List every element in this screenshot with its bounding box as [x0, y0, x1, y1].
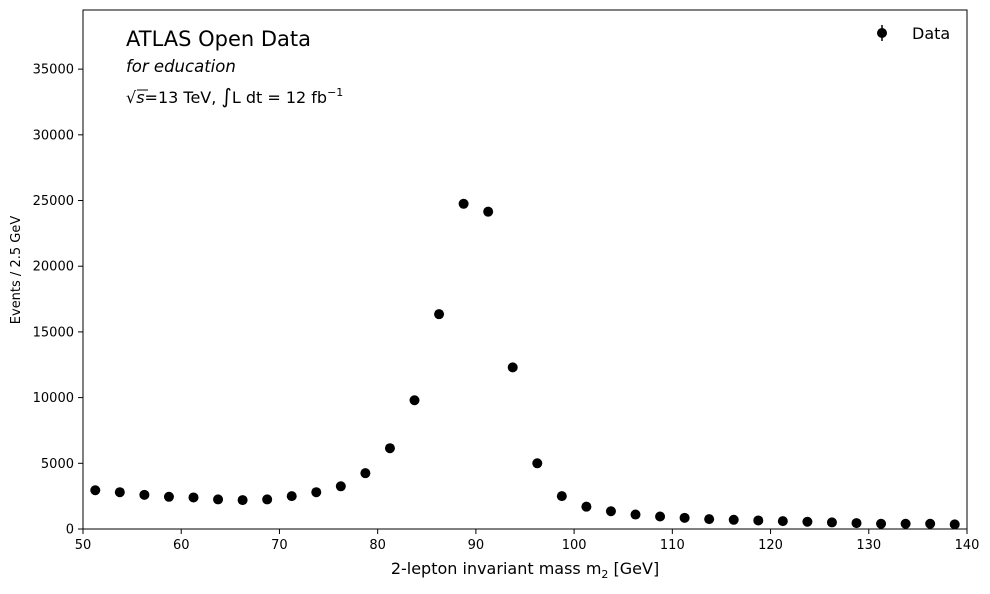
data-point: [900, 518, 911, 529]
data-point: [311, 487, 322, 498]
data-point: [114, 487, 125, 498]
y-tick-label: 25000: [33, 194, 74, 209]
s-symbol: s: [136, 88, 144, 107]
svg-text:√s=13 TeV, ∫L dt = 12 fb−1: √s=13 TeV, ∫L dt = 12 fb−1: [126, 84, 343, 108]
x-tick-label: 130: [856, 538, 881, 553]
data-point: [139, 489, 150, 500]
data-point: [384, 443, 395, 454]
data-point: [90, 485, 101, 496]
data-point: [777, 516, 788, 527]
y-tick-label: 0: [66, 523, 74, 538]
data-point: [728, 514, 739, 525]
data-point: [925, 518, 936, 529]
x-tick-label: 140: [955, 538, 980, 553]
data-point: [949, 519, 960, 530]
x-tick-label: 90: [468, 538, 485, 553]
legend: Data: [877, 24, 950, 43]
chart-title: ATLAS Open Data: [126, 27, 311, 51]
data-point: [605, 506, 616, 517]
data-point: [360, 468, 371, 479]
data-point: [826, 517, 837, 528]
x-tick-label: 110: [660, 538, 685, 553]
data-point: [458, 198, 469, 209]
y-tick-label: 5000: [41, 457, 74, 472]
data-point: [802, 516, 813, 527]
y-tick-label: 30000: [33, 128, 74, 143]
data-point: [507, 362, 518, 373]
x-tick-label: 120: [758, 538, 783, 553]
integral-symbol: ∫: [221, 84, 231, 108]
lumi-exponent: −1: [327, 86, 343, 99]
data-point: [483, 206, 494, 217]
y-axis-ticks: 0 5000 10000 15000 20000 25000 30000 35000: [33, 63, 83, 538]
data-point: [237, 495, 248, 506]
x-tick-label: 60: [173, 538, 190, 553]
x-axis-ticks: 50 60 70 80 90 100 110 120 130 140: [75, 529, 980, 553]
data-points: [90, 198, 960, 530]
data-point: [556, 491, 567, 502]
data-point: [851, 518, 862, 529]
data-point: [581, 501, 592, 512]
energy-text: =13 TeV,: [145, 88, 217, 107]
data-point: [434, 309, 445, 320]
sqrt-symbol: √: [126, 88, 137, 107]
data-point: [753, 515, 764, 526]
data-point: [655, 511, 666, 522]
plot-frame: [82, 9, 968, 530]
x-tick-label: 80: [369, 538, 386, 553]
data-point: [213, 494, 224, 505]
data-point: [532, 458, 543, 469]
x-tick-label: 50: [75, 538, 92, 553]
y-axis-label: Events / 2.5 GeV: [9, 216, 24, 325]
chart-subtitle: for education: [126, 57, 236, 76]
x-axis-label: 2-lepton invariant mass m2 [GeV]: [391, 559, 659, 581]
data-point: [262, 494, 273, 505]
data-point: [876, 518, 887, 529]
data-point: [286, 491, 297, 502]
y-tick-label: 20000: [33, 260, 74, 275]
energy-lumi-label: √s=13 TeV, ∫L dt = 12 fb−1: [126, 84, 343, 108]
legend-label: Data: [912, 24, 950, 43]
data-point: [679, 512, 690, 523]
data-point: [630, 509, 641, 520]
y-tick-label: 15000: [33, 325, 74, 340]
data-point: [409, 395, 420, 406]
data-point: [704, 514, 715, 525]
y-tick-label: 35000: [33, 63, 74, 78]
data-point: [163, 491, 174, 502]
data-point: [335, 481, 346, 492]
x-tick-label: 100: [562, 538, 587, 553]
lumi-text: L dt = 12 fb: [232, 88, 327, 107]
legend-marker: [877, 28, 887, 38]
x-tick-label: 70: [271, 538, 288, 553]
y-tick-label: 10000: [33, 391, 74, 406]
data-point: [188, 492, 199, 503]
